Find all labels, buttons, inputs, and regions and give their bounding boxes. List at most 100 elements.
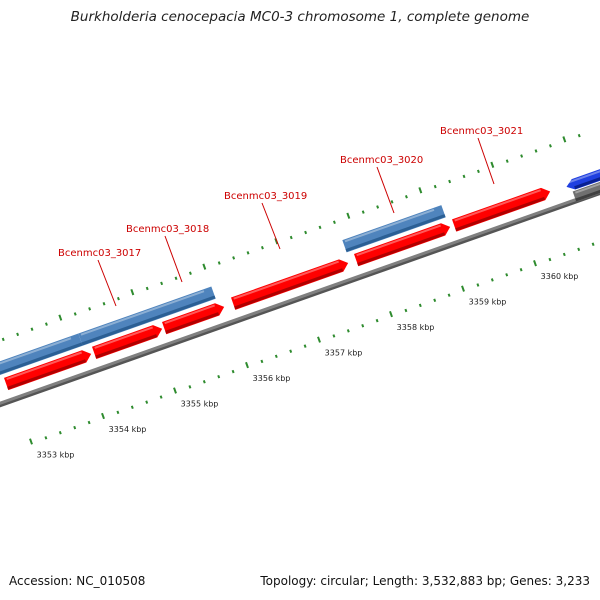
outer-tick-37 xyxy=(520,154,524,158)
outer-tick-9 xyxy=(116,296,120,301)
inner-tick-34 xyxy=(519,267,523,272)
map-title: Burkholderia cenocepacia MC0-3 chromosom… xyxy=(70,9,530,25)
outer-tick-39 xyxy=(548,144,552,148)
inner-tick-11 xyxy=(188,385,192,389)
inner-tick-26 xyxy=(404,308,408,313)
outer-tick-26 xyxy=(361,210,365,214)
outer-tick-2 xyxy=(16,332,20,337)
outer-tick-13 xyxy=(174,276,178,281)
inner-tick-22 xyxy=(346,329,350,333)
inner-tick-19 xyxy=(303,344,307,348)
forward-gene-5 xyxy=(353,223,451,267)
gene-leader-4 xyxy=(477,137,495,185)
kbp-tick-label-5: 3358 kbp xyxy=(397,323,435,332)
outer-tick-36 xyxy=(505,159,509,163)
kbp-tick-label-1: 3354 kbp xyxy=(109,425,147,434)
inner-tick-16 xyxy=(260,359,264,364)
inner-tick-39 xyxy=(591,242,595,246)
reverse-gene-1 xyxy=(0,333,83,376)
gene-track xyxy=(0,169,600,391)
outer-tick-4 xyxy=(44,322,48,326)
reverse-gene-2 xyxy=(78,286,216,346)
gene-label-2: Bcenmc03_3019 xyxy=(224,191,307,202)
outer-tick-31 xyxy=(433,184,437,189)
tick-track xyxy=(1,133,595,445)
outer-tick-17 xyxy=(232,256,236,260)
outer-tick-30 xyxy=(418,187,423,194)
inner-tick-13 xyxy=(217,374,221,379)
outer-tick-35 xyxy=(490,161,495,168)
outer-tick-3 xyxy=(30,327,34,331)
forward-gene-2 xyxy=(91,325,163,359)
inner-tick-15 xyxy=(245,361,249,369)
kbp-tick-label-0: 3353 kbp xyxy=(37,451,75,460)
kbp-tick-label-7: 3360 kbp xyxy=(541,272,579,281)
inner-tick-25 xyxy=(389,310,393,318)
forward-gene-1 xyxy=(3,350,92,391)
inner-tick-17 xyxy=(274,354,278,359)
inner-tick-30 xyxy=(461,285,465,292)
chromosome-backbone xyxy=(0,189,600,405)
inner-tick-28 xyxy=(433,298,437,303)
outer-tick-5 xyxy=(58,314,63,321)
outer-tick-7 xyxy=(88,307,92,311)
inner-tick-23 xyxy=(361,324,365,328)
inner-tick-33 xyxy=(505,273,509,277)
genome-summary: Topology: circular; Length: 3,532,883 bp… xyxy=(260,574,590,588)
inner-tick-37 xyxy=(562,252,566,257)
gene-label-3: Bcenmc03_3020 xyxy=(340,155,423,166)
outer-tick-16 xyxy=(217,261,221,265)
inner-tick-8 xyxy=(145,400,149,404)
inner-tick-18 xyxy=(289,349,293,353)
inner-tick-36 xyxy=(548,257,552,262)
inner-tick-2 xyxy=(58,430,62,435)
gene-leader-1 xyxy=(164,235,183,283)
inner-tick-0 xyxy=(29,438,33,445)
outer-tick-29 xyxy=(404,195,408,199)
inner-tick-6 xyxy=(116,410,120,415)
outer-tick-27 xyxy=(376,205,380,209)
inner-tick-35 xyxy=(533,260,537,267)
forward-gene-6 xyxy=(451,187,551,232)
kbp-tick-label-4: 3357 kbp xyxy=(325,349,363,358)
outer-tick-34 xyxy=(476,169,480,174)
forward-gene-4 xyxy=(230,259,349,310)
outer-tick-1 xyxy=(1,337,5,342)
inner-tick-1 xyxy=(44,436,48,440)
outer-tick-19 xyxy=(260,245,264,250)
inner-tick-14 xyxy=(231,369,235,374)
grey-feature-1 xyxy=(572,181,600,202)
tick-label-layer: 3353 kbp 3354 kbp 3355 kbp 3356 kbp 3357 kbp… xyxy=(37,272,579,459)
gene-leader-0 xyxy=(97,259,117,307)
forward-gene-3 xyxy=(161,303,225,335)
outer-tick-21 xyxy=(289,235,293,240)
outer-tick-41 xyxy=(577,133,581,138)
outer-tick-10 xyxy=(130,288,135,296)
reverse-gene-4 xyxy=(566,169,600,190)
inner-tick-9 xyxy=(159,395,163,399)
kbp-tick-label-6: 3359 kbp xyxy=(469,298,507,307)
outer-tick-32 xyxy=(448,179,452,184)
gene-label-0: Bcenmc03_3017 xyxy=(58,248,141,259)
outer-tick-15 xyxy=(202,263,207,270)
inner-tick-12 xyxy=(202,380,206,384)
kbp-tick-label-2: 3355 kbp xyxy=(181,400,219,409)
outer-tick-38 xyxy=(534,149,538,153)
outer-tick-25 xyxy=(346,212,351,219)
inner-tick-20 xyxy=(317,336,321,343)
outer-tick-12 xyxy=(160,281,164,286)
outer-tick-20 xyxy=(274,238,279,245)
outer-tick-22 xyxy=(304,230,308,235)
gene-label-1: Bcenmc03_3018 xyxy=(126,224,209,235)
outer-tick-8 xyxy=(102,302,106,306)
outer-tick-14 xyxy=(188,271,192,275)
inner-tick-10 xyxy=(173,387,177,394)
accession-label: Accession: NC_010508 xyxy=(9,574,146,588)
kbp-tick-label-3: 3356 kbp xyxy=(253,374,291,383)
gene-leader-3 xyxy=(376,166,395,214)
outer-tick-28 xyxy=(390,200,394,204)
inner-tick-4 xyxy=(87,420,91,425)
backbone-layer xyxy=(0,189,600,408)
inner-tick-21 xyxy=(332,334,336,338)
